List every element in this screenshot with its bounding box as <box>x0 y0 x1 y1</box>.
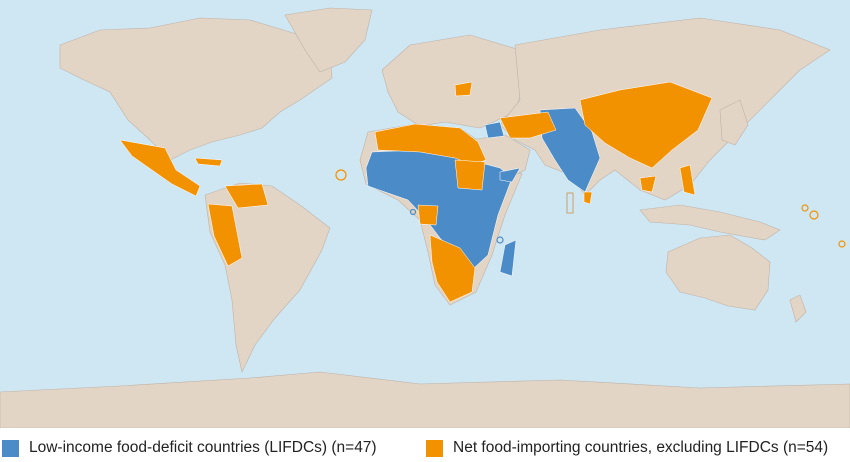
legend-label: Low-income food-deficit countries (LIFDC… <box>29 439 377 456</box>
island-marker <box>335 169 347 181</box>
nfic-region <box>417 204 439 226</box>
nfic-region <box>454 81 473 97</box>
nfic-regions <box>119 81 713 303</box>
archipelago <box>639 204 781 241</box>
world-map <box>0 0 850 428</box>
nfic-region <box>224 183 269 209</box>
nfic-region <box>194 157 223 167</box>
nfic-region <box>579 81 713 169</box>
island-marker <box>809 210 819 220</box>
legend-swatch <box>2 439 19 457</box>
lifdc-region <box>484 121 505 139</box>
nfic-region <box>639 175 657 193</box>
legend-swatch <box>426 439 443 457</box>
nfic-region <box>429 234 476 303</box>
europe <box>381 34 523 129</box>
island-marker <box>496 236 504 244</box>
nfic-region <box>454 159 486 191</box>
lifdc-region <box>499 239 517 277</box>
nfic-region <box>119 139 201 197</box>
nfic-region <box>583 191 593 205</box>
island-box <box>566 192 574 214</box>
legend-item: Net food-importing countries, excluding … <box>426 439 828 457</box>
greenland <box>284 7 373 73</box>
nfic-region <box>679 164 696 196</box>
island-marker <box>409 208 417 216</box>
north-america <box>59 17 333 161</box>
island-marker <box>838 240 846 248</box>
australia <box>665 234 771 311</box>
legend: Low-income food-deficit countries (LIFDC… <box>0 428 850 462</box>
island-marker <box>801 204 809 212</box>
island-markers <box>335 169 846 248</box>
legend-label: Net food-importing countries, excluding … <box>453 439 829 456</box>
nfic-region <box>499 111 557 139</box>
antarctica <box>0 371 850 428</box>
japan <box>719 99 749 146</box>
legend-item: Low-income food-deficit countries (LIFDC… <box>2 439 377 457</box>
lifdc-region <box>499 167 521 183</box>
new-zealand <box>789 294 807 323</box>
nfic-region <box>207 203 243 267</box>
